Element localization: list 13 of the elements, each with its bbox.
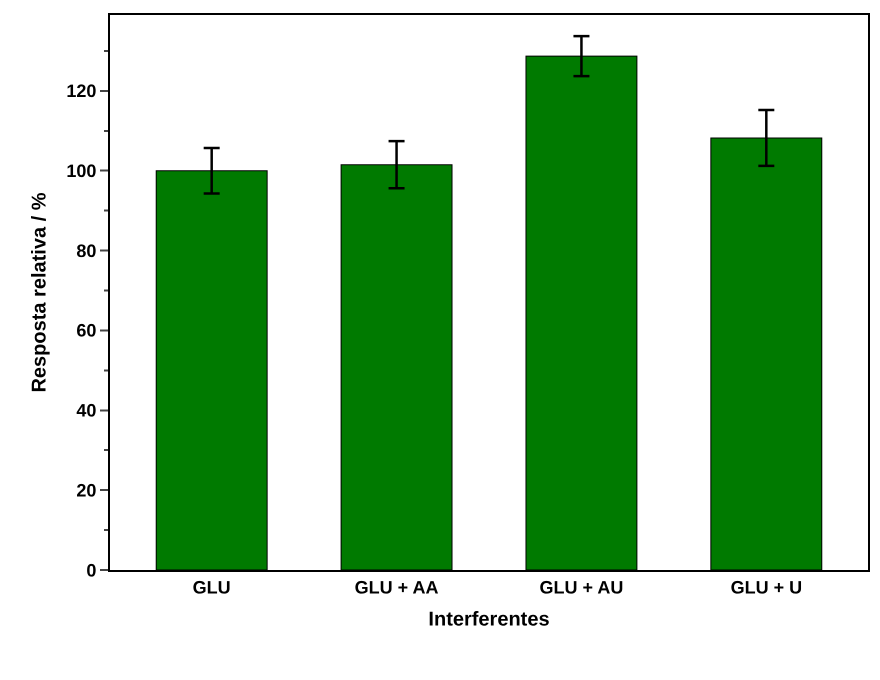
y-tick-label: 40	[76, 400, 96, 421]
x-tick-label: GLU + AU	[540, 578, 624, 598]
y-tick-label: 60	[76, 320, 96, 341]
x-axis-title: Interferentes	[428, 608, 550, 631]
x-tick-label: GLU + AA	[354, 578, 438, 598]
y-tick-label: 20	[76, 480, 96, 500]
x-tick-label: GLU	[192, 578, 231, 598]
y-tick-label: 80	[76, 240, 96, 261]
y-tick-label: 120	[66, 81, 96, 102]
x-tick-label: GLU + U	[730, 578, 802, 598]
y-tick-label: 0	[86, 560, 96, 580]
y-tick-label: 100	[66, 161, 96, 182]
y-axis-title: Resposta relativa / %	[28, 192, 50, 393]
